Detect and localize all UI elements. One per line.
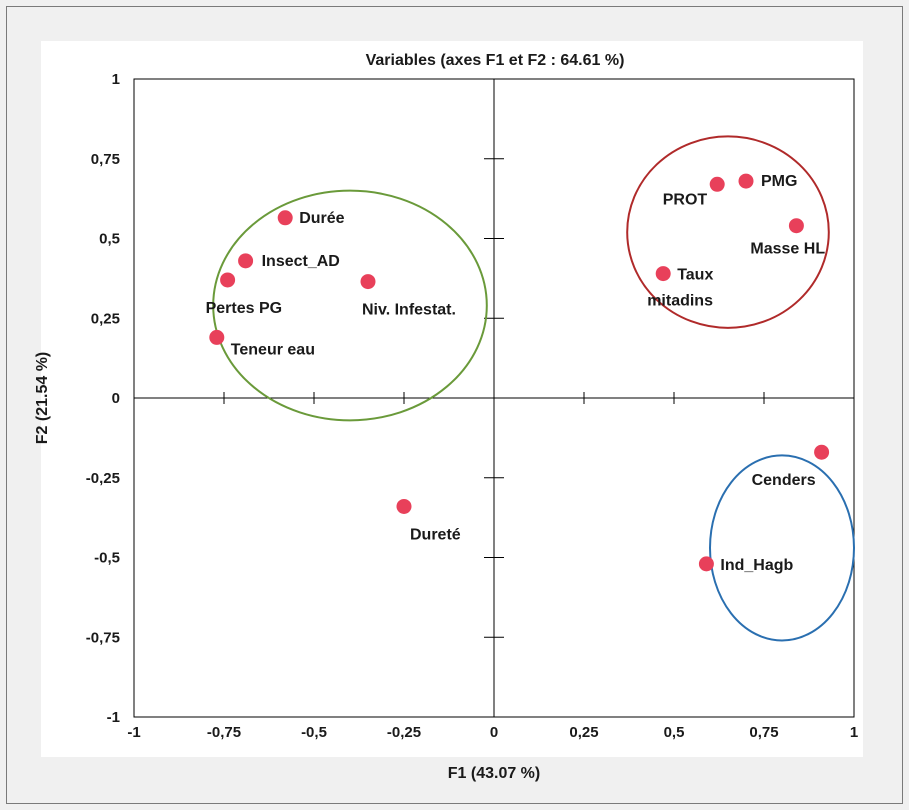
x-tick-label: -0,25 [387,724,421,741]
y-tick-label: 0,5 [99,231,120,248]
axes: -1 -0,75 -0,5 -0,25 0 0,25 0,5 0,75 1 1 0,75 0,5 0,2… [86,71,858,741]
data-point-label: PMG [761,173,797,190]
data-point-label: Insect_AD [262,253,340,270]
data-point-label: Cenders [752,472,816,489]
data-point-label: Durée [299,210,344,227]
data-point [238,253,254,269]
data-point [396,498,412,514]
data-point [814,444,830,460]
data-point-label: Masse HL [750,241,825,258]
y-tick-label: -1 [107,709,120,726]
data-point-label: Pertes PG [206,300,282,317]
chart-frame: Variables (axes F1 et F2 : 64.61 %) -1 -0… [6,6,903,804]
data-point-label: Taux [677,267,713,284]
y-axis-label: F2 (21.54 %) [34,352,51,444]
data-point-label: Teneur eau [231,341,315,358]
y-tick-label: 0,25 [91,310,120,327]
x-tick-label: 1 [850,724,858,741]
x-tick-label: -0,5 [301,724,327,741]
plot-area [41,41,863,757]
x-tick-label: 0,25 [569,724,598,741]
data-point [209,329,225,345]
chart-title: Variables (axes F1 et F2 : 64.61 %) [366,52,625,69]
data-point-label: PROT [663,191,708,208]
data-point [738,173,754,189]
data-point [360,274,376,290]
data-point [788,218,804,234]
data-point [698,556,714,572]
scatter-chart: Variables (axes F1 et F2 : 64.61 %) -1 -0… [34,41,863,782]
x-tick-label: 0 [490,724,498,741]
data-point-label: Dureté [410,526,461,543]
x-tick-label: -1 [127,724,140,741]
data-point [709,176,725,192]
x-tick-label: 0,5 [664,724,685,741]
data-point [220,272,236,288]
x-tick-label: -0,75 [207,724,241,741]
group-ellipse [626,135,830,329]
x-axis-label: F1 (43.07 %) [448,765,540,782]
y-tick-label: -0,5 [94,550,120,567]
data-point [655,266,671,282]
group-ellipse [709,454,855,642]
y-tick-label: -0,75 [86,629,120,646]
y-tick-label: 0 [112,390,120,407]
y-tick-label: 1 [112,71,120,88]
data-points: Durée Insect_AD Pertes PG Niv. Infestat. Ten… [206,173,830,574]
data-point [277,210,293,226]
group-ellipse [212,189,488,422]
x-tick-label: 0,75 [749,724,778,741]
data-point-label: mitadins [647,293,713,310]
y-tick-label: 0,75 [91,151,120,168]
group-ellipses [212,135,855,642]
data-point-label: Niv. Infestat. [362,302,456,319]
y-tick-label: -0,25 [86,470,120,487]
data-point-label: Ind_Hagb [720,557,793,574]
